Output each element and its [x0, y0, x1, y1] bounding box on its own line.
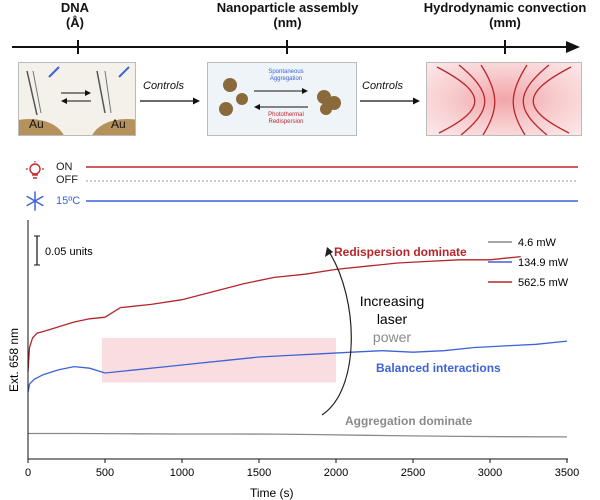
- x-tick-label: 500: [96, 467, 114, 479]
- scale-title-dna-line2: (Å): [65, 15, 85, 30]
- annotation-balanced: Balanced interactions: [376, 361, 501, 375]
- nanoparticle-3: [236, 93, 248, 105]
- dna-illustration: [19, 66, 135, 135]
- dna-strand-4: [104, 70, 112, 114]
- convection-panel: [426, 62, 582, 136]
- legend-label-1: 134.9 mW: [518, 257, 569, 269]
- aggregation-arrowhead: [302, 88, 308, 94]
- dna-strand-2: [32, 70, 42, 114]
- snowflake-icon: [26, 191, 44, 211]
- spontaneous-label: Spontaneous: [268, 69, 304, 75]
- legend-label-0: 4.6 mW: [518, 237, 557, 249]
- increasing-power-arrow: [321, 249, 352, 416]
- series-line-1: [27, 340, 568, 393]
- nanoparticle-illustration: [219, 78, 341, 116]
- scale-title-hydrodynamic-line2: (mm): [489, 15, 521, 30]
- controls-label-1: Controls: [143, 80, 184, 92]
- x-tick-label: 1500: [247, 467, 271, 479]
- series-layer: [27, 255, 568, 438]
- equilibrium-arrowhead-back: [61, 98, 67, 104]
- redispersion-label: Redispersion: [268, 119, 304, 125]
- annotation-aggregation: Aggregation dominate: [345, 414, 473, 428]
- dna-strand-blue-2: [118, 66, 130, 78]
- arrow-label-line1: Increasing: [360, 293, 425, 309]
- arrow-label-line3: power: [373, 329, 411, 345]
- scale-title-hydrodynamic: Hydrodynamic convection (mm): [410, 0, 600, 30]
- scale-title-dna: DNA (Å): [40, 0, 110, 30]
- au-label-left: Au: [29, 117, 44, 131]
- controls-label-2: Controls: [362, 80, 403, 92]
- spontaneous-aggregation-label: Spontaneous Aggregation: [256, 69, 316, 83]
- nanoparticle-panel: Spontaneous Aggregation Photothermal Red…: [207, 62, 357, 136]
- x-tick-label: 0: [25, 467, 31, 479]
- lightbulb-bulb: [29, 163, 41, 175]
- legend-label-2: 562.5 mW: [518, 277, 569, 289]
- temperature-label: 15ºC: [56, 195, 81, 207]
- convection-illustration: [436, 64, 572, 135]
- indicator-lines: [86, 166, 578, 202]
- extinction-chart: 0 500 1000 1500 2000 2500 3000 3500 Time (s) Ex…: [7, 220, 579, 500]
- gold-particle-right: [92, 119, 135, 135]
- on-label: ON: [56, 161, 73, 173]
- gold-particle-left: [19, 119, 64, 135]
- x-tick-label: 2000: [324, 467, 348, 479]
- controls-arrow-1-head: [193, 97, 200, 105]
- series-line-2: [27, 255, 521, 372]
- nanoparticle-2: [219, 102, 233, 116]
- controls-arrow-2-head: [413, 97, 420, 105]
- scale-title-nanoparticle-line2: (nm): [273, 15, 302, 30]
- dna-strand-1: [26, 70, 38, 116]
- snowflake-arm-3: [26, 195, 44, 207]
- scale-title-nanoparticle: Nanoparticle assembly (nm): [200, 0, 375, 30]
- controls-arrow-1: [140, 97, 200, 105]
- flow-line-4: [532, 66, 572, 134]
- controls-arrow-2: [360, 97, 420, 105]
- scale-bar-label: 0.05 units: [45, 246, 93, 258]
- series-line-0: [28, 432, 568, 438]
- annotation-redispersion: Redispersion dominate: [334, 245, 467, 259]
- dna-strand-3: [96, 70, 106, 114]
- x-tick-label: 1000: [170, 467, 194, 479]
- redispersion-arrowhead: [254, 104, 260, 110]
- flow-line-2: [458, 64, 486, 135]
- legend: 4.6 mW 134.9 mW 562.5 mW: [488, 237, 569, 289]
- arrow-label-line2: laser: [377, 311, 408, 327]
- nanoparticle-cluster-3: [320, 103, 332, 115]
- nanoparticle-1: [223, 78, 237, 92]
- dna-panel: Au Au: [18, 62, 136, 136]
- aggregation-label: Aggregation: [269, 76, 303, 82]
- x-tick-label: 3500: [555, 467, 579, 479]
- lightbulb-icon: [26, 161, 44, 179]
- scale-axis-arrowhead: [566, 41, 580, 53]
- scale-axis: [12, 40, 580, 54]
- x-tick-label: 2500: [401, 467, 425, 479]
- flow-line-3: [480, 64, 496, 135]
- balanced-region-highlight: [101, 337, 336, 383]
- increasing-power-arrowhead: [325, 247, 333, 257]
- y-axis-label: Ext. 658 nm: [7, 328, 21, 392]
- equilibrium-arrowhead-forward: [85, 90, 91, 96]
- photothermal-redispersion-label: Photothermal Redispersion: [256, 112, 316, 126]
- flow-line-1: [436, 66, 476, 134]
- x-ticks: 0 500 1000 1500 2000 2500 3000 3500: [25, 459, 579, 479]
- off-label: OFF: [56, 174, 78, 186]
- x-tick-label: 3000: [478, 467, 502, 479]
- flow-line-5: [522, 64, 550, 135]
- scale-title-hydrodynamic-line1: Hydrodynamic convection: [423, 0, 587, 15]
- au-label-right: Au: [111, 117, 126, 131]
- dna-strand-blue-1: [48, 66, 60, 78]
- flow-line-6: [512, 64, 528, 135]
- photothermal-label: Photothermal: [268, 112, 304, 118]
- scale-title-nanoparticle-line1: Nanoparticle assembly: [216, 0, 359, 15]
- scale-title-dna-line1: DNA: [60, 0, 90, 15]
- x-axis-label: Time (s): [250, 486, 294, 500]
